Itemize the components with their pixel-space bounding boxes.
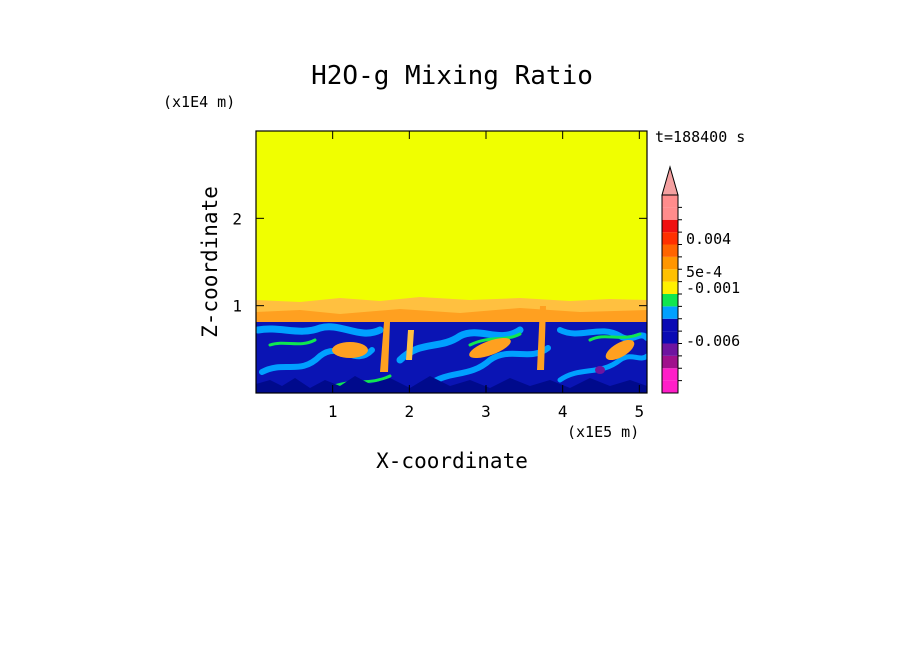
y-axis-ticks: 12 [232,209,647,316]
colorbar-label-0.004: 0.004 [686,230,731,248]
moist-filaments [256,323,647,390]
x-tick-label: 3 [481,402,491,421]
colorbar-swatch [662,207,678,220]
time-label: t=188400 s [655,128,745,146]
colorbar-swatch [662,195,678,208]
x-unit-label: (x1E5 m) [567,423,639,441]
colorbar-swatch [662,256,678,270]
x-axis-ticks: 1 2 3 4 5 [328,131,644,421]
surface-layer [256,376,647,393]
colorbar-label-neg-0.001: -0.001 [686,279,740,297]
colorbar-label-5e-4: 5e-4 [686,263,722,281]
colorbar-extend-arrow [661,165,679,196]
x-tick-label: 2 [405,402,415,421]
x-tick-label: 5 [635,402,645,421]
y-axis-label: Z-coordinate [198,186,222,338]
y-tick-label: 2 [232,209,242,228]
y-tick-label: 1 [232,297,242,316]
colorbar-swatch [662,281,678,294]
x-tick-label: 4 [558,402,568,421]
plot-frame [255,130,648,394]
colorbar-label-neg-0.006: -0.006 [686,332,740,350]
colorbar-swatch [662,355,678,369]
colorbar-swatch [662,331,678,344]
colorbar [661,165,682,394]
colorbar-swatch [662,380,678,393]
colorbar-swatch [662,343,678,356]
moist-plumes [332,306,635,372]
colorbar-swatch [662,219,678,233]
colorbar-swatch [662,306,678,319]
plot-area [256,131,647,393]
chart-title: H2O-g Mixing Ratio [311,61,593,91]
colorbar-swatch [662,244,678,257]
colorbar-swatch [662,269,678,282]
transition-streaks [256,308,647,326]
y-unit-label: (x1E4 m) [163,93,235,111]
x-tick-label: 1 [328,402,338,421]
x-axis-label: X-coordinate [376,449,528,473]
colorbar-swatch [662,232,678,245]
colorbar-swatch [662,318,678,332]
colorbar-swatch [662,294,678,307]
colorbar-swatch [662,368,678,381]
dry-spot [595,366,605,374]
